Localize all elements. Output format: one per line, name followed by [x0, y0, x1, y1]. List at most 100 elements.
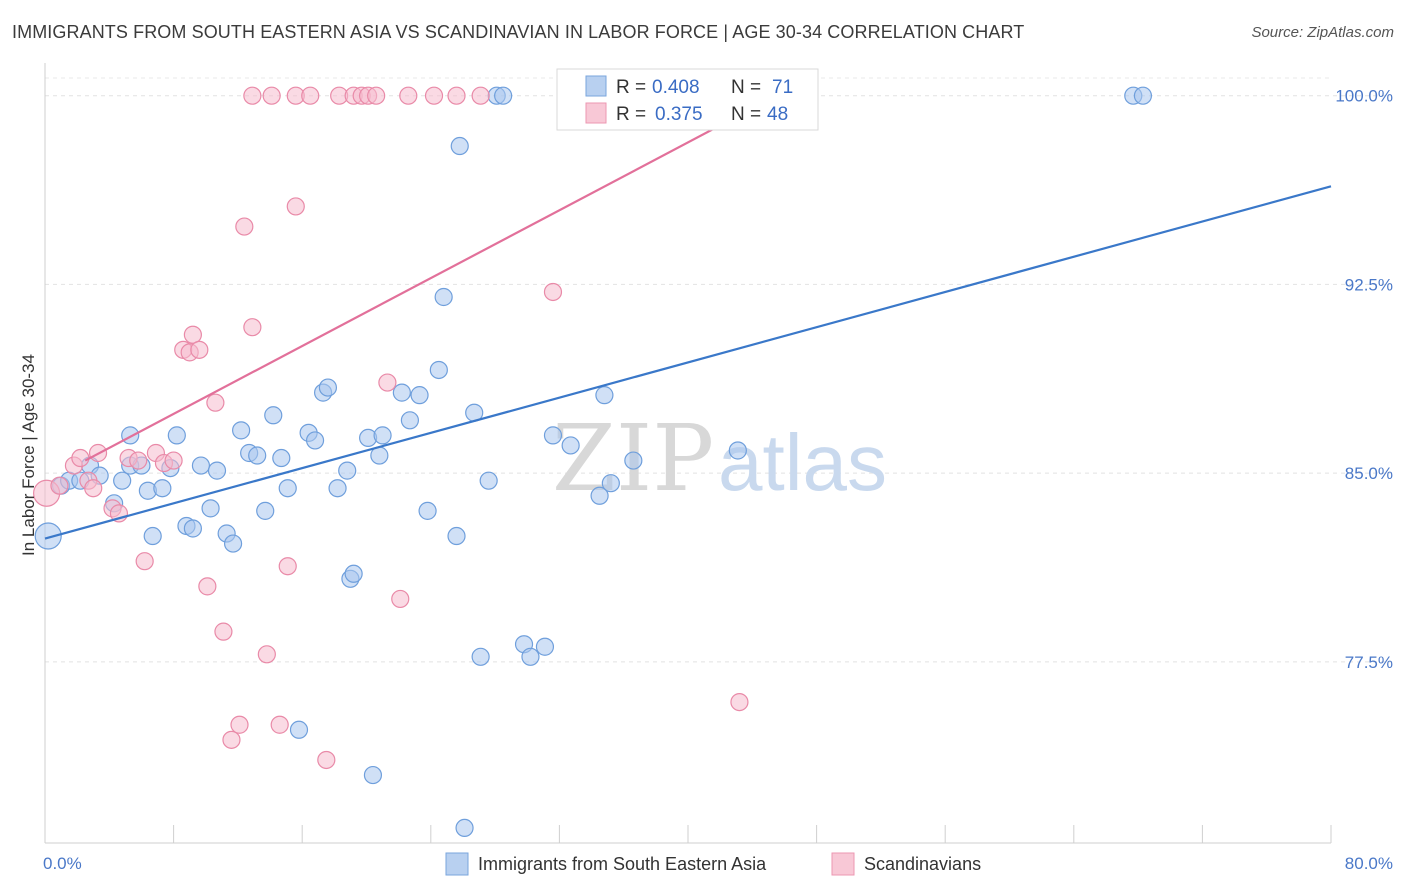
bottom-legend: Immigrants from South Eastern Asia Scand… [445, 852, 981, 876]
trend-line-scandinavians [84, 94, 777, 462]
immigrants-point-25 [248, 446, 267, 465]
immigrants-point-46 [447, 526, 466, 546]
scandinavians-point-45 [471, 86, 490, 105]
immigrants-point-39 [373, 426, 392, 445]
scandinavians-point-30 [278, 557, 297, 576]
scandinavians-point-11 [135, 552, 154, 571]
axes [44, 63, 1332, 844]
trend-lines [44, 94, 1332, 540]
immigrants-point-28 [272, 448, 291, 468]
scandinavians-point-40 [378, 373, 397, 392]
series-immigrants-points [34, 86, 1153, 838]
scandinavians-point-24 [235, 217, 254, 236]
scandinavians-point-10 [129, 451, 148, 470]
immigrants-point-0 [34, 522, 62, 550]
x-tick-labels: 0.0% 80.0% [43, 854, 1393, 873]
immigrants-point-66 [363, 765, 383, 785]
immigrants-point-42 [410, 386, 429, 405]
scandinavians-point-28 [262, 86, 281, 105]
immigrants-point-22 [223, 534, 243, 553]
grid-lines [45, 77, 1392, 663]
trend-line-immigrants [44, 185, 1332, 540]
y-tick-label-1: 85.0% [1345, 464, 1393, 483]
immigrants-point-60 [601, 474, 620, 493]
x-tick-label-0: 0.0% [43, 854, 82, 873]
immigrants-point-59 [595, 386, 614, 405]
immigrants-point-67 [455, 818, 474, 838]
immigrants-point-54 [535, 637, 555, 656]
bottom-legend-label-immigrants: Immigrants from South Eastern Asia [478, 854, 767, 874]
legend-r-label-2: R = [616, 104, 646, 125]
immigrants-point-13 [153, 479, 172, 498]
bottom-legend-swatch-scandinavians [831, 852, 855, 876]
y-tick-label-2: 92.5% [1345, 275, 1393, 294]
immigrants-point-12 [143, 526, 162, 546]
scandinavians-point-17 [183, 325, 202, 344]
scandinavians-point-23 [230, 715, 249, 734]
legend-swatch-immigrants [585, 75, 607, 97]
scandinavians-point-39 [367, 86, 386, 105]
source-label: Source: ZipAtlas.com [1251, 24, 1394, 41]
immigrants-point-20 [207, 461, 227, 480]
legend: R = 0.408 N = 71 R = 0.375 N = 48 [556, 68, 819, 131]
scandinavians-point-44 [447, 86, 466, 105]
immigrants-point-7 [113, 471, 132, 490]
immigrants-point-58 [590, 486, 609, 505]
immigrants-point-41 [400, 411, 420, 430]
immigrants-point-44 [429, 360, 448, 380]
bottom-legend-swatch-immigrants [445, 852, 469, 876]
immigrants-point-40 [392, 383, 411, 402]
immigrants-point-55 [543, 426, 563, 445]
immigrants-point-29 [278, 479, 297, 498]
y-tick-labels: 77.5% 85.0% 92.5% 100.0% [1335, 87, 1393, 672]
legend-r-value-1: 0.408 [652, 77, 700, 98]
legend-n-value-2: 48 [767, 104, 788, 125]
legend-n-value-1: 71 [772, 77, 793, 98]
immigrants-point-15 [167, 426, 186, 445]
legend-r-label-1: R = [616, 77, 646, 98]
scandinavians-point-18 [190, 340, 209, 359]
immigrants-point-18 [191, 456, 211, 475]
y-tick-label-3: 100.0% [1335, 87, 1393, 106]
scandinavians-point-41 [391, 589, 410, 609]
immigrants-point-31 [305, 431, 325, 450]
scandinavians-point-33 [301, 86, 320, 105]
scandinavians-point-34 [317, 750, 336, 770]
scandinavians-point-5 [84, 479, 103, 498]
immigrants-point-65 [289, 720, 309, 739]
x-tick-label-1: 80.0% [1345, 854, 1393, 873]
immigrants-point-26 [256, 501, 275, 520]
scandinavians-point-31 [286, 197, 305, 216]
scandinavians-point-46 [543, 282, 563, 302]
immigrants-point-19 [201, 499, 220, 518]
immigrants-point-62 [728, 441, 747, 460]
immigrants-point-70 [338, 461, 357, 480]
immigrants-point-36 [344, 564, 363, 583]
scandinavians-point-25 [243, 318, 262, 337]
immigrants-point-23 [232, 421, 251, 440]
scandinavians-point-19 [198, 577, 217, 596]
scandinavians-point-1 [50, 476, 69, 495]
legend-n-label-2: N = [731, 104, 761, 125]
scandinavians-point-27 [257, 645, 276, 664]
immigrants-point-64 [1133, 86, 1153, 105]
watermark-atlas: atlas [718, 418, 887, 507]
immigrants-point-53 [521, 647, 540, 666]
legend-r-value-2: 0.375 [655, 104, 703, 125]
legend-n-label-1: N = [731, 77, 761, 98]
immigrants-point-45 [434, 287, 453, 307]
scandinavians-point-21 [214, 622, 233, 641]
immigrants-point-61 [624, 451, 643, 470]
scandinavians-point-47 [730, 692, 749, 712]
immigrants-point-9 [121, 426, 140, 445]
immigrants-point-49 [479, 471, 498, 490]
immigrants-point-27 [264, 406, 283, 425]
scandinavians-point-29 [270, 715, 289, 734]
immigrants-point-47 [450, 136, 469, 156]
immigrants-point-17 [183, 519, 202, 538]
scandinavians-point-20 [206, 393, 225, 412]
y-tick-label-0: 77.5% [1345, 653, 1393, 672]
chart-title: IMMIGRANTS FROM SOUTH EASTERN ASIA VS SC… [12, 22, 1025, 42]
scandinavians-point-22 [222, 730, 241, 749]
